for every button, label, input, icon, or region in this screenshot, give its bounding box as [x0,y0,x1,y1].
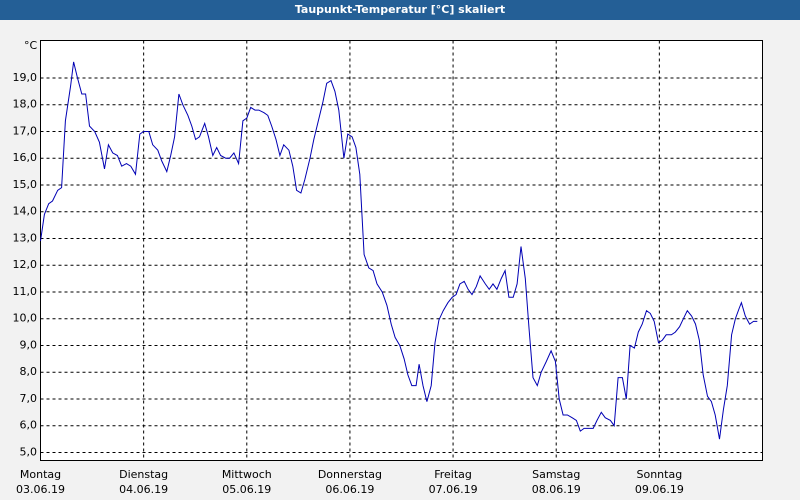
y-tick-label: 9,0 [20,338,38,351]
y-tick-label: 5,0 [20,445,38,458]
data-line [40,61,758,440]
y-tick-label: 15,0 [13,178,38,191]
y-unit: °C [24,39,38,52]
plot-area [40,40,763,461]
y-tick-label: 16,0 [13,151,38,164]
chart-title: Taupunkt-Temperatur [°C] skaliert [295,3,505,16]
title-bar [0,0,800,20]
x-tick-date: 08.06.19 [532,483,581,496]
y-tick-label: 13,0 [13,231,38,244]
x-tick-date: 04.06.19 [119,483,168,496]
y-tick-label: 6,0 [20,419,38,432]
x-tick-label: Freitag [434,468,472,481]
y-tick-label: 19,0 [13,71,38,84]
x-tick-date: 06.06.19 [325,483,374,496]
y-tick-label: 10,0 [13,312,38,325]
y-tick-label: 11,0 [13,285,38,298]
y-tick-label: 8,0 [20,365,38,378]
x-tick-label: Montag [20,468,61,481]
y-tick-label: 14,0 [13,205,38,218]
x-tick-date: 05.06.19 [222,483,271,496]
x-tick-label: Dienstag [119,468,168,481]
x-tick-date: 09.06.19 [635,483,684,496]
x-tick-label: Mittwoch [222,468,272,481]
y-tick-label: 18,0 [13,98,38,111]
x-tick-label: Sonntag [637,468,683,481]
x-tick-date: 07.06.19 [429,483,478,496]
y-tick-label: 12,0 [13,258,38,271]
x-tick-date: 03.06.19 [16,483,65,496]
x-tick-label: Samstag [532,468,580,481]
y-tick-label: 17,0 [13,124,38,137]
x-tick-label: Donnerstag [318,468,382,481]
y-tick-label: 7,0 [20,392,38,405]
